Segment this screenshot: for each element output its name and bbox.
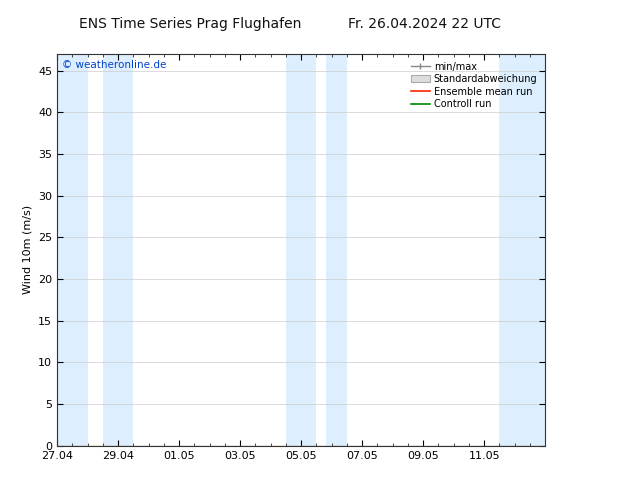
Bar xyxy=(326,54,347,446)
Bar xyxy=(57,54,87,446)
Y-axis label: Wind 10m (m/s): Wind 10m (m/s) xyxy=(23,205,32,294)
Bar xyxy=(103,54,133,446)
Text: ENS Time Series Prag Flughafen: ENS Time Series Prag Flughafen xyxy=(79,17,301,31)
Bar xyxy=(500,54,545,446)
Text: © weatheronline.de: © weatheronline.de xyxy=(62,60,166,70)
Legend: min/max, Standardabweichung, Ensemble mean run, Controll run: min/max, Standardabweichung, Ensemble me… xyxy=(408,59,540,112)
Bar xyxy=(286,54,316,446)
Text: Fr. 26.04.2024 22 UTC: Fr. 26.04.2024 22 UTC xyxy=(348,17,501,31)
